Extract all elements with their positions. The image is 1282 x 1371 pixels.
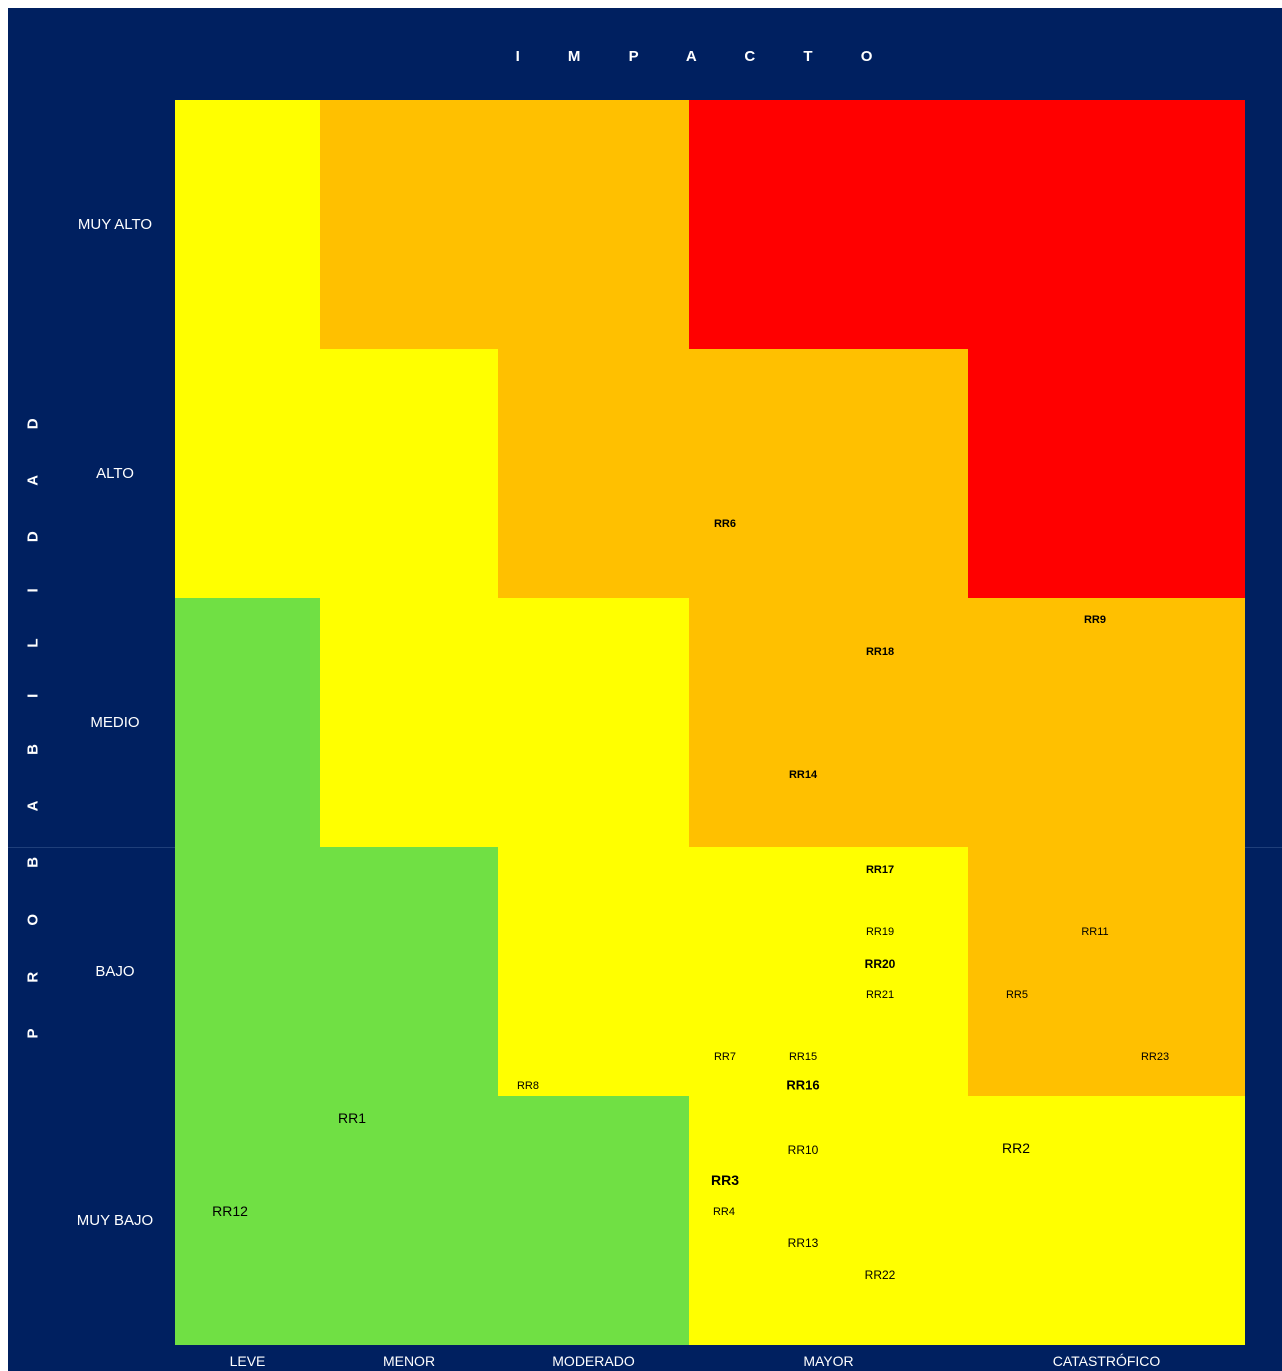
risk-label-rr11: RR11	[1081, 926, 1109, 938]
column-label-menor: MENOR	[382, 1353, 436, 1369]
risk-label-rr9: RR9	[1083, 614, 1107, 626]
risk-label-rr17: RR17	[865, 864, 895, 876]
row-label-muy-alto: MUY ALTO	[77, 216, 153, 233]
cell-muy-bajo-catastrofico	[968, 1096, 1245, 1345]
risk-label-rr16: RR16	[786, 1077, 820, 1093]
cell-medio-menor	[320, 598, 498, 847]
impact-axis-title: I M P A C T O	[515, 48, 895, 65]
risk-label-rr13: RR13	[787, 1236, 819, 1250]
cell-alto-leve	[175, 349, 320, 598]
row-label-alto: ALTO	[96, 465, 134, 482]
cell-muy-alto-moderado	[498, 100, 689, 349]
cell-muy-alto-mayor	[689, 100, 968, 349]
risk-label-rr23: RR23	[1140, 1051, 1170, 1063]
row-label-bajo: BAJO	[95, 963, 135, 980]
risk-label-rr22: RR22	[864, 1268, 896, 1282]
cell-alto-mayor	[689, 349, 968, 598]
risk-label-rr2: RR2	[1001, 1140, 1031, 1156]
risk-label-rr18: RR18	[865, 646, 895, 658]
cell-muy-bajo-moderado	[498, 1096, 689, 1345]
cell-muy-alto-leve	[175, 100, 320, 349]
cell-alto-menor	[320, 349, 498, 598]
column-label-mayor: MAYOR	[803, 1353, 854, 1369]
cell-muy-bajo-menor	[320, 1096, 498, 1345]
risk-label-rr6: RR6	[713, 518, 737, 530]
cell-muy-alto-catastrofico	[968, 100, 1245, 349]
cell-medio-leve	[175, 598, 320, 847]
cell-alto-moderado	[498, 349, 689, 598]
column-label-moderado: MODERADO	[552, 1353, 635, 1369]
risk-label-rr15: RR15	[788, 1051, 818, 1063]
column-label-catastrofico: CATASTRÓFICO	[1052, 1353, 1161, 1369]
cell-bajo-leve	[175, 847, 320, 1096]
row-label-muy-bajo: MUY BAJO	[76, 1212, 154, 1229]
cell-bajo-mayor	[689, 847, 968, 1096]
cell-medio-mayor	[689, 598, 968, 847]
risk-label-rr3: RR3	[710, 1172, 740, 1188]
row-label-medio: MEDIO	[90, 714, 140, 731]
risk-label-rr5: RR5	[1005, 989, 1029, 1001]
cell-muy-alto-menor	[320, 100, 498, 349]
risk-label-rr8: RR8	[516, 1080, 540, 1092]
cell-muy-bajo-mayor	[689, 1096, 968, 1345]
cell-medio-catastrofico	[968, 598, 1245, 847]
risk-label-rr1: RR1	[337, 1110, 367, 1126]
column-label-leve: LEVE	[229, 1353, 266, 1369]
risk-label-rr10: RR10	[787, 1143, 819, 1157]
risk-matrix: RR6 RR9 RR18 RR14 RR17 RR19 RR11 RR20 RR21 RR5 RR7…	[175, 100, 1245, 1345]
risk-label-rr20: RR20	[864, 957, 896, 971]
cell-alto-catastrofico	[968, 349, 1245, 598]
probability-axis-title: P R O B A B I L I D A D	[24, 397, 42, 1039]
risk-label-rr21: RR21	[865, 989, 895, 1001]
cell-muy-bajo-leve	[175, 1096, 320, 1345]
cell-bajo-menor	[320, 847, 498, 1096]
risk-label-rr14: RR14	[788, 769, 818, 781]
risk-label-rr7: RR7	[713, 1051, 737, 1063]
cell-bajo-moderado	[498, 847, 689, 1096]
cell-medio-moderado	[498, 598, 689, 847]
cell-bajo-catastrofico	[968, 847, 1245, 1096]
risk-label-rr4: RR4	[712, 1206, 736, 1218]
risk-label-rr12: RR12	[212, 1203, 248, 1219]
risk-label-rr19: RR19	[865, 926, 895, 938]
